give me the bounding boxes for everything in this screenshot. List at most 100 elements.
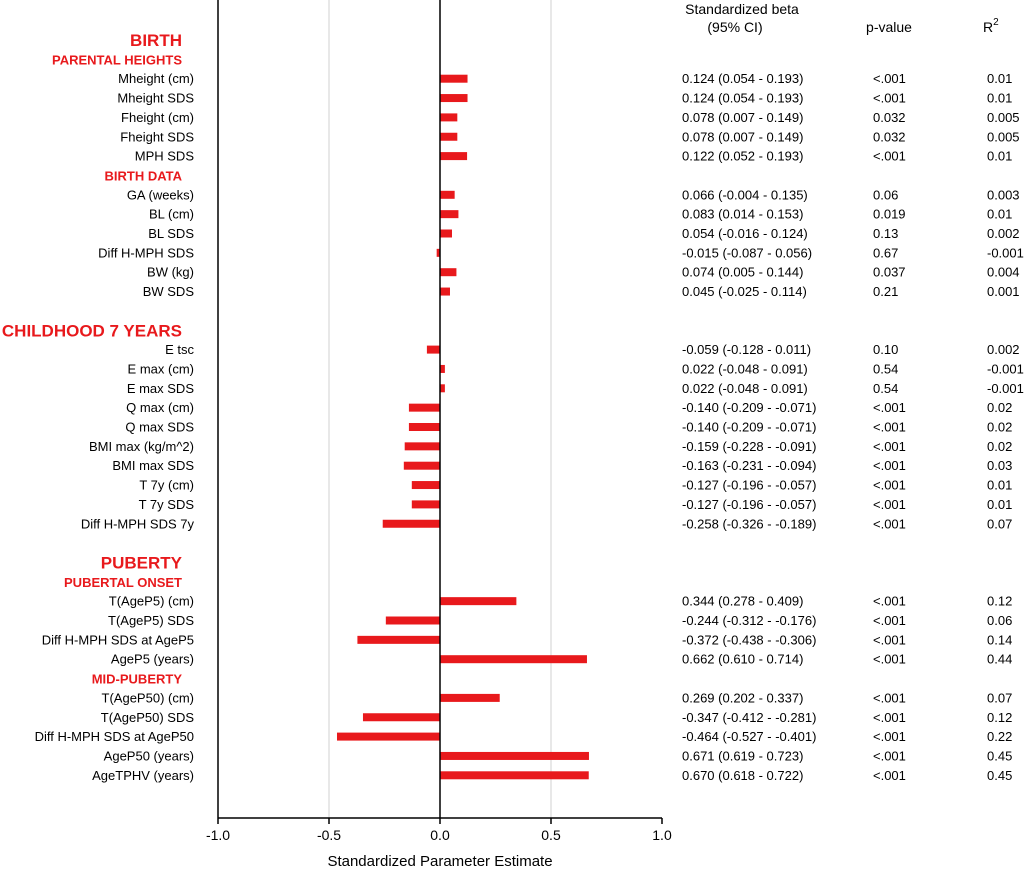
header-r-superscript: 2	[993, 17, 999, 28]
cell-p-value: <.001	[873, 690, 906, 705]
cell-r-squared: 0.07	[987, 690, 1012, 705]
row-label: GA (weeks)	[127, 187, 194, 202]
row-label: BW SDS	[143, 284, 195, 299]
bar-e-max-sds	[440, 384, 445, 393]
header-ci: (95% CI)	[707, 19, 762, 35]
cell-p-value: <.001	[873, 729, 906, 744]
row-label: BMI max (kg/m^2)	[89, 439, 194, 454]
x-axis-ticks: -1.0 -0.5 0.0 0.5 1.0	[206, 818, 672, 843]
cell-r-squared: 0.002	[987, 342, 1020, 357]
cell-r-squared: 0.004	[987, 265, 1020, 280]
cell-r-squared: 0.002	[987, 226, 1020, 241]
row-label: T(AgeP50) (cm)	[102, 690, 194, 705]
header-standardized-beta: Standardized beta	[685, 1, 799, 17]
cell-beta-ci: 0.670 (0.618 - 0.722)	[682, 768, 803, 783]
cell-r-squared: 0.001	[987, 284, 1020, 299]
cell-p-value: <.001	[873, 748, 906, 763]
cell-r-squared: 0.01	[987, 207, 1012, 222]
section-label-puberty: PUBERTY	[101, 553, 183, 572]
section-label-birth: BIRTH	[130, 31, 182, 50]
cell-p-value: 0.21	[873, 284, 898, 299]
row-label: Mheight (cm)	[118, 71, 194, 86]
cell-beta-ci: 0.671 (0.619 - 0.723)	[682, 748, 803, 763]
row-label: BL (cm)	[149, 207, 194, 222]
cell-p-value: 0.037	[873, 265, 906, 280]
bar-t-7y-cm	[411, 481, 440, 490]
column-headers: Standardized beta (95% CI) p-value R2	[685, 1, 999, 35]
cell-r-squared: 0.02	[987, 400, 1012, 415]
row-label: T(AgeP5) (cm)	[109, 594, 194, 609]
cell-beta-ci: -0.159 (-0.228 - -0.091)	[682, 439, 816, 454]
bar-fheight-cm	[440, 113, 458, 122]
cell-beta-ci: -0.163 (-0.231 - -0.094)	[682, 458, 816, 473]
cell-p-value: <.001	[873, 478, 906, 493]
row-label: Q max (cm)	[126, 400, 194, 415]
cell-beta-ci: -0.372 (-0.438 - -0.306)	[682, 632, 816, 647]
cell-p-value: <.001	[873, 439, 906, 454]
bar-agetphv-years	[440, 771, 589, 780]
row-label: Diff H-MPH SDS 7y	[81, 516, 195, 531]
cell-r-squared: 0.03	[987, 458, 1012, 473]
cell-r-squared: 0.02	[987, 439, 1012, 454]
cell-beta-ci: -0.140 (-0.209 - -0.071)	[682, 400, 816, 415]
row-label: Diff H-MPH SDS at AgeP50	[35, 729, 194, 744]
cell-p-value: <.001	[873, 632, 906, 647]
cell-p-value: <.001	[873, 594, 906, 609]
bar-mheight-sds	[440, 94, 468, 103]
cell-beta-ci: -0.258 (-0.326 - -0.189)	[682, 516, 816, 531]
cell-beta-ci: -0.127 (-0.196 - -0.057)	[682, 497, 816, 512]
subsection-label-parental-heights: PARENTAL HEIGHTS	[52, 52, 182, 67]
row-label: AgeP50 (years)	[104, 748, 194, 763]
bar-e-max-cm	[440, 364, 445, 373]
row-label: Fheight (cm)	[121, 110, 194, 125]
cell-r-squared: 0.01	[987, 91, 1012, 106]
x-tick-label: -0.5	[317, 827, 341, 843]
cell-r-squared: 0.45	[987, 748, 1012, 763]
cell-p-value: 0.54	[873, 381, 898, 396]
cell-r-squared: 0.005	[987, 129, 1020, 144]
cell-beta-ci: 0.078 (0.007 - 0.149)	[682, 110, 803, 125]
cell-r-squared: 0.22	[987, 729, 1012, 744]
cell-beta-ci: 0.045 (-0.025 - 0.114)	[682, 284, 807, 299]
header-p-value: p-value	[866, 19, 912, 35]
cell-r-squared: 0.12	[987, 710, 1012, 725]
bar-diff-h-mph-sds-at-agep5	[357, 635, 440, 644]
cell-beta-ci: -0.059 (-0.128 - 0.011)	[682, 342, 811, 357]
row-label: E tsc	[165, 342, 194, 357]
cell-p-value: 0.10	[873, 342, 898, 357]
row-label: T 7y (cm)	[139, 478, 194, 493]
cell-r-squared: -0.001	[987, 381, 1024, 396]
cell-beta-ci: 0.078 (0.007 - 0.149)	[682, 129, 803, 144]
cell-p-value: <.001	[873, 613, 906, 628]
subsection-label-birth-data: BIRTH DATA	[104, 168, 182, 183]
bar-t-agep50-sds	[362, 713, 440, 722]
row-label: Diff H-MPH SDS	[98, 245, 194, 260]
cell-p-value: <.001	[873, 400, 906, 415]
bar-agep50-years	[440, 751, 589, 760]
x-axis-title: Standardized Parameter Estimate	[327, 853, 552, 870]
cell-r-squared: -0.001	[987, 245, 1024, 260]
row-label: Mheight SDS	[117, 91, 194, 106]
cell-r-squared: 0.01	[987, 497, 1012, 512]
cell-p-value: 0.54	[873, 361, 898, 376]
cell-p-value: <.001	[873, 516, 906, 531]
row-label: BL SDS	[148, 226, 194, 241]
header-r-squared: R2	[983, 17, 999, 35]
bar-t-agep5-cm	[440, 597, 517, 606]
bar-bl-sds	[440, 229, 452, 238]
cell-r-squared: 0.44	[987, 652, 1012, 667]
row-label: E max SDS	[127, 381, 195, 396]
cell-p-value: 0.13	[873, 226, 898, 241]
cell-r-squared: 0.45	[987, 768, 1012, 783]
grid-lines	[328, 0, 552, 818]
cell-beta-ci: -0.464 (-0.527 - -0.401)	[682, 729, 816, 744]
cell-p-value: <.001	[873, 91, 906, 106]
cell-beta-ci: -0.347 (-0.412 - -0.281)	[682, 710, 816, 725]
bar-ga-weeks	[440, 190, 455, 199]
cell-r-squared: -0.001	[987, 361, 1024, 376]
cell-beta-ci: 0.124 (0.054 - 0.193)	[682, 91, 803, 106]
bar-t-7y-sds	[411, 500, 440, 509]
cell-beta-ci: -0.244 (-0.312 - -0.176)	[682, 613, 816, 628]
subsection-label-mid-puberty: MID-PUBERTY	[92, 672, 183, 687]
bar-fheight-sds	[440, 132, 458, 141]
